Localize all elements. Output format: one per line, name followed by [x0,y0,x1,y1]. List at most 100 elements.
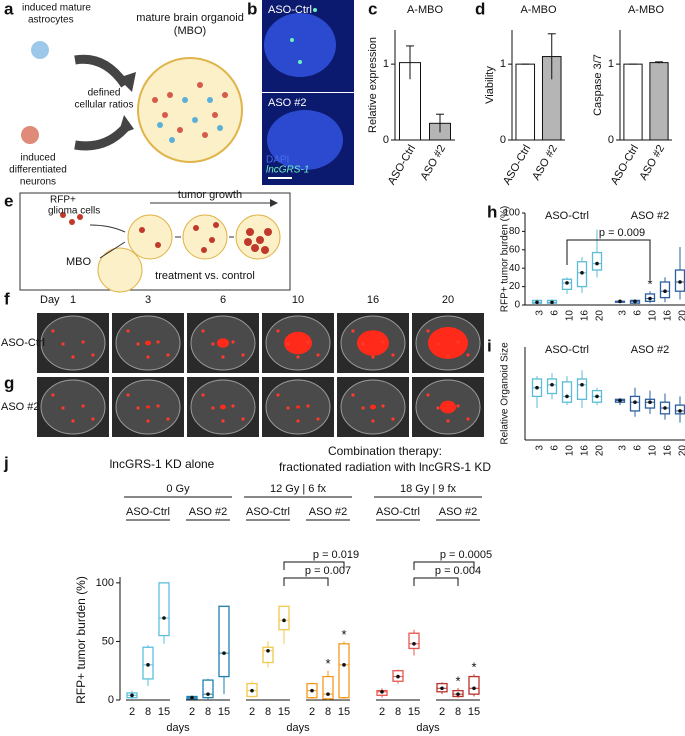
cell [351,393,355,397]
label: 10 [565,445,576,457]
point [618,398,622,403]
label: 6 [550,310,561,316]
panel-label: b [247,0,257,18]
cell [61,406,65,410]
cell [361,406,365,410]
group-label: ASO #2 [439,506,478,518]
box [278,605,290,631]
y-tick-label: 1 [500,58,506,70]
box [408,632,420,650]
cell [71,419,75,423]
dose-label: 18 Gy | 9 fx [400,483,457,495]
panel-label: d [475,0,485,18]
point [663,289,667,294]
box [322,675,334,700]
label: lncGRS-1 [266,165,309,176]
cell [436,406,440,410]
box [576,378,588,400]
cell [231,340,235,344]
cell [126,393,130,397]
cell [276,329,280,333]
label: induced [20,153,55,164]
panel-label: e [4,191,13,210]
cell [426,329,430,333]
bar [515,63,536,141]
chart-title: A-MBO [520,4,557,16]
y-tick-label: 100 [96,577,114,589]
label: ASO-Ctrl [609,143,641,187]
box [338,643,350,699]
cell [466,417,470,421]
panel-label: a [4,0,14,18]
p-value: p = 0.009 [599,227,645,239]
label: astrocytes [28,15,74,26]
label: ASO #2 [268,97,307,109]
x-label: days [416,722,440,734]
point [580,271,584,275]
significance: * [471,660,476,675]
label: ASO #2 [530,143,560,182]
tumor [296,405,300,409]
label: Day [40,294,60,306]
organoid-images [37,313,484,437]
cell [241,417,245,421]
significance: * [325,656,330,671]
cell [221,419,225,423]
day-label: 20 [442,294,454,306]
chart-title: A-MBO [407,4,444,16]
label: 3 [535,310,546,316]
label: 10 [648,310,659,322]
label: ASO-Ctrl [268,4,312,16]
row-label: ASO-Ctrl [1,337,45,349]
cell [286,406,290,410]
point [250,688,254,693]
x-tick-label: 15 [218,706,230,718]
label: 20 [678,445,685,457]
cell [306,340,310,344]
point [678,409,682,413]
point [130,693,134,698]
cell [126,329,130,333]
label: ASO #2 [418,143,448,182]
group-label: ASO #2 [309,506,348,518]
label: Relative expression [367,37,379,133]
significance: * [455,674,460,689]
point [550,300,554,305]
group-label: ASO-Ctrl [246,506,290,518]
label: cellular ratios [75,100,134,111]
label: glioma cells [48,206,100,217]
cell [166,353,170,357]
y-tick-label: 20 [509,281,521,292]
cell [316,417,320,421]
tumor [440,400,456,414]
x-tick-label: 8 [265,706,271,718]
cell [446,419,450,423]
point [648,400,652,405]
cell [81,340,85,344]
point [550,382,554,387]
x-tick-label: 8 [205,706,211,718]
label: defined [88,88,121,99]
label: 16 [580,310,591,322]
cell [136,406,140,410]
x-tick-label: 2 [249,706,255,718]
cell [381,340,385,344]
point [190,695,194,700]
chart-title: Combination therapy: [328,444,442,458]
label: 16 [663,445,674,457]
box [202,679,214,699]
label: 6 [633,310,644,316]
label: MBO [66,256,92,268]
box [158,582,170,637]
label: induced mature [22,3,91,14]
day-label: 3 [145,294,151,306]
cell [446,355,450,359]
y-tick-label: 50 [102,635,114,647]
panel-label: j [3,453,9,472]
point [595,394,599,399]
label: treatment vs. control [155,270,255,282]
schematic-e [19,192,291,293]
p-value: p = 0.019 [313,549,359,561]
bracket [413,577,459,586]
label: (MBO) [174,25,206,37]
